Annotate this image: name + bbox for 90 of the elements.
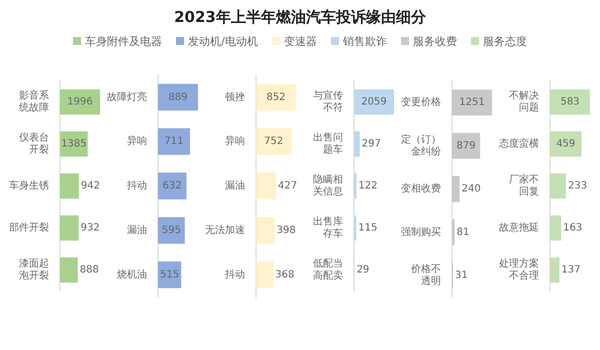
- bar: [550, 257, 560, 283]
- data-label: 932: [80, 222, 100, 234]
- y-tick-label: 价格不透明: [410, 262, 441, 287]
- data-label: 81: [456, 226, 470, 238]
- data-label: 240: [462, 184, 481, 195]
- data-label: 137: [561, 264, 580, 276]
- data-label: 398: [276, 224, 296, 236]
- data-label: 2059: [361, 96, 387, 108]
- data-label: 1385: [61, 138, 87, 150]
- data-label: 297: [362, 138, 381, 150]
- y-tick-label: 漆面起泡开裂: [19, 258, 49, 282]
- y-tick-label: 低配当高配卖: [313, 258, 343, 282]
- y-tick-label: 出售问题车: [313, 132, 343, 156]
- data-label: 889: [168, 92, 188, 103]
- bar: [60, 257, 78, 283]
- legend-label: 销售欺诈: [342, 34, 387, 48]
- data-label: 1251: [459, 97, 485, 108]
- data-label: 115: [358, 222, 378, 234]
- bar: [60, 215, 79, 241]
- y-tick-label: 故障灯亮: [107, 90, 147, 103]
- bar: [256, 128, 292, 155]
- data-label: 515: [160, 269, 180, 280]
- y-tick-label: 顿挫: [225, 90, 245, 103]
- y-tick-label: 定（订）金纠纷: [401, 133, 441, 158]
- data-label: 595: [162, 224, 181, 236]
- legend-label: 车身附件及电器: [84, 34, 162, 48]
- y-tick-label: 抖动: [224, 268, 245, 280]
- data-label: 459: [556, 138, 576, 150]
- bar: [158, 84, 198, 111]
- bar: [550, 173, 566, 199]
- y-tick-label: 不解决问题: [509, 90, 539, 114]
- bar: [354, 89, 394, 115]
- y-tick-label: 故意拖延: [499, 222, 539, 234]
- y-tick-label: 厂家不回复: [509, 174, 539, 198]
- y-tick-label: 漏油: [127, 224, 147, 236]
- bar: [550, 89, 590, 115]
- y-tick-label: 车身生锈: [9, 180, 49, 192]
- data-label: 163: [563, 222, 582, 234]
- y-tick-label: 仪表台开裂: [19, 132, 49, 156]
- data-label: 632: [162, 180, 182, 192]
- legend-label: 服务收费: [412, 34, 457, 48]
- y-tick-label: 与宣传不符: [313, 90, 343, 114]
- y-tick-label: 变更价格: [401, 96, 441, 108]
- bar: [354, 131, 360, 157]
- y-tick-label: 隐瞒相关信息: [313, 174, 343, 198]
- bar: [550, 215, 562, 241]
- bar: [452, 176, 460, 202]
- y-tick-label: 异响: [127, 135, 147, 148]
- y-tick-label: 抖动: [126, 180, 147, 192]
- legend-label: 服务态度: [482, 34, 527, 48]
- bar: [256, 84, 296, 111]
- data-label: 31: [454, 270, 468, 281]
- bar: [550, 131, 582, 157]
- data-label: 233: [568, 180, 588, 192]
- bar: [158, 172, 186, 200]
- y-tick-label: 漏油: [225, 180, 245, 192]
- y-tick-label: 烧机油: [117, 268, 147, 280]
- data-label: 583: [560, 96, 580, 108]
- bar: [452, 132, 480, 159]
- data-label: 29: [356, 264, 370, 276]
- bar: [60, 173, 79, 199]
- bar: [256, 261, 274, 288]
- y-tick-label: 部件开裂: [9, 222, 49, 234]
- y-tick-label: 强制购买: [401, 226, 441, 238]
- data-label: 752: [264, 136, 284, 148]
- legend-label: 发动机/电动机: [187, 34, 258, 48]
- y-tick-label: 无法加速: [205, 224, 245, 236]
- bar: [256, 172, 276, 200]
- data-label: 427: [278, 180, 298, 192]
- data-label: 711: [164, 136, 184, 148]
- y-tick-label: 处理方案不合理: [499, 258, 539, 282]
- y-tick-label: 变相收费: [401, 182, 441, 195]
- data-label: 368: [275, 269, 294, 280]
- y-tick-label: 态度蛮横: [498, 138, 539, 150]
- data-label: 879: [456, 140, 476, 152]
- data-label: 888: [80, 264, 99, 276]
- data-label: 1996: [67, 96, 93, 108]
- y-tick-label: 异响: [225, 135, 245, 148]
- text: 2023年上半年燃油汽车投诉缘由细分: [173, 7, 427, 28]
- bar: [452, 219, 455, 246]
- data-label: 942: [80, 180, 100, 192]
- bar: [158, 128, 190, 155]
- bar: [256, 217, 275, 244]
- y-tick-label: 出售库存车: [313, 216, 343, 240]
- bar: [158, 217, 185, 244]
- bar: [452, 90, 492, 116]
- legend-label: 变速器: [282, 34, 317, 48]
- data-label: 122: [358, 180, 378, 192]
- y-tick-label: 影音系统故障: [19, 90, 49, 114]
- data-label: 852: [266, 92, 286, 103]
